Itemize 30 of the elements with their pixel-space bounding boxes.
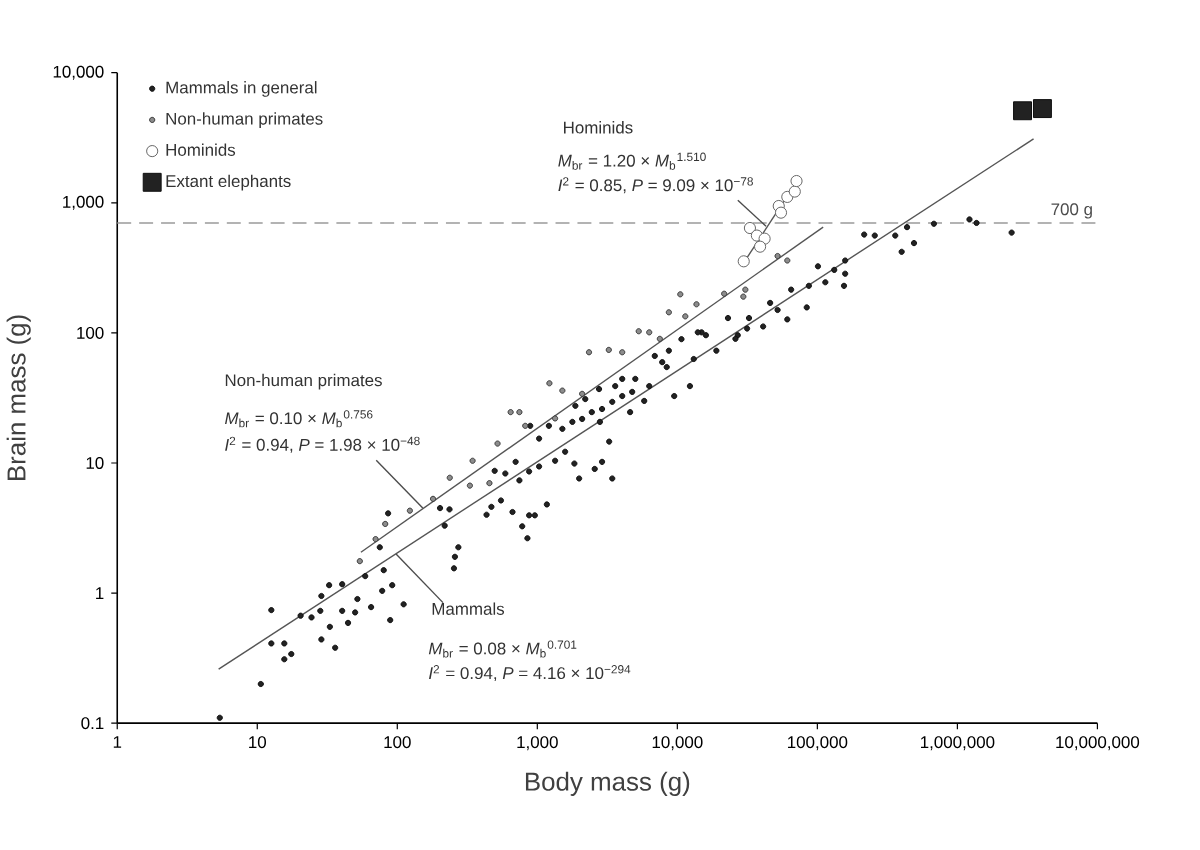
annotation: M$_{br}$ = 0.10 × M$_{b}$0.756	[225, 410, 373, 428]
y-tick-label: 0.1	[81, 717, 104, 730]
annotation: I$^{2}$ = 0.94, P = 4.16 × 10$^{−294}$	[429, 665, 631, 682]
y-tick-label: 1,000	[63, 195, 104, 210]
legend-label: Extant elephants	[166, 174, 291, 191]
x-axis-title: Body mass (g)	[525, 771, 690, 797]
x-tick-label: 1	[113, 736, 122, 748]
y-tick-label: 10,000	[53, 65, 104, 80]
annotation: M$_{br}$ = 0.08 × M$_{b}$0.701	[428, 640, 577, 658]
annotation: M$_{br}$ = 1.20 × M$_{b}$1.510	[558, 152, 706, 170]
legend-label: Mammals in general	[166, 81, 317, 98]
ref-line-label: 700 g	[1051, 203, 1092, 219]
x-tick-label: 10,000,000	[1056, 736, 1140, 751]
x-tick-label: 1,000,000	[921, 736, 995, 751]
x-tick-label: 1,000	[517, 736, 558, 751]
legend-label: Non-human primates	[166, 112, 323, 129]
x-tick-label: 10	[249, 736, 267, 749]
x-tick-label: 100	[384, 736, 411, 749]
y-tick-label: 1	[96, 587, 104, 600]
x-tick-label: 100,000	[788, 736, 848, 751]
y-axis-title: Brain mass (g)	[6, 315, 31, 481]
x-tick-label: 10,000	[652, 736, 703, 751]
annotation: I$^{2}$ = 0.85, P = 9.09 × 10$^{−78}$	[558, 177, 753, 194]
annotation: Mammals	[432, 602, 505, 616]
annotation: Hominids	[564, 121, 633, 134]
annotation: I$^{2}$ = 0.94, P = 1.98 × 10$^{−48}$	[225, 436, 420, 453]
annotation: Non-human primates	[225, 373, 382, 390]
y-tick-label: 10	[86, 457, 104, 470]
y-tick-label: 100	[77, 327, 104, 340]
legend-label: Hominids	[166, 143, 236, 157]
